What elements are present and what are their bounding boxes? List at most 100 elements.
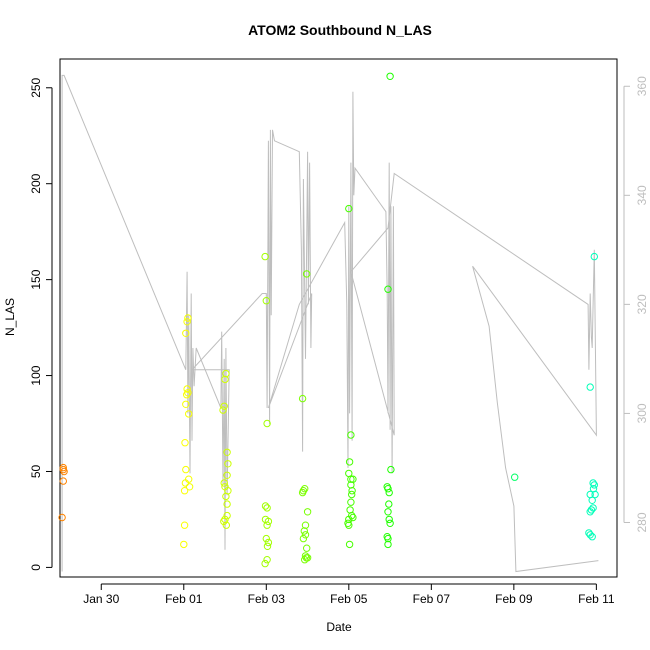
data-point (384, 508, 392, 516)
data-point (301, 485, 309, 493)
data-point (223, 511, 231, 520)
x-tick-label: Feb 05 (330, 592, 368, 606)
data-point (303, 270, 311, 278)
data-point (300, 527, 308, 535)
series-line (61, 74, 599, 573)
plot-frame (59, 58, 618, 578)
data-point (185, 475, 193, 483)
data-point (345, 540, 354, 549)
right-tick-label: 280 (635, 512, 649, 532)
data-point (386, 519, 394, 527)
data-point (185, 483, 194, 491)
x-tick-label: Feb 01 (165, 592, 203, 606)
y-tick-label: 50 (29, 464, 43, 478)
data-point (222, 369, 230, 378)
data-point (301, 531, 310, 539)
y-tick-label: 0 (29, 564, 43, 571)
data-point (262, 297, 270, 305)
data-point (347, 498, 355, 506)
data-point (299, 534, 308, 543)
data-point (586, 508, 594, 516)
data-point (385, 515, 393, 524)
data-point (589, 479, 597, 487)
data-point (263, 419, 271, 428)
data-point (219, 406, 227, 414)
data-point (345, 521, 353, 529)
x-tick-label: Feb 09 (495, 592, 533, 606)
data-points (58, 72, 599, 568)
data-point (347, 431, 355, 439)
data-point (588, 496, 596, 504)
data-point (384, 485, 392, 493)
x-tick-label: Feb 11 (578, 592, 615, 606)
right-tick-label: 300 (635, 403, 649, 423)
data-point (261, 559, 269, 568)
data-point (223, 500, 231, 508)
data-point (180, 540, 188, 549)
data-point (223, 471, 231, 479)
data-point (587, 506, 596, 514)
chart-title: ATOM2 Southbound N_LAS (248, 22, 432, 38)
data-point (263, 542, 272, 550)
data-point (264, 517, 273, 526)
data-point (299, 487, 308, 495)
data-point (586, 531, 594, 539)
data-point (345, 458, 354, 466)
y-axis: 0 50 100 150 200 250 (29, 77, 53, 571)
data-point (222, 521, 231, 529)
data-point (301, 556, 309, 564)
data-point (181, 439, 189, 447)
data-point (384, 285, 392, 293)
y-tick-label: 100 (29, 365, 43, 385)
right-tick-label: 320 (635, 294, 649, 314)
data-point (183, 318, 191, 326)
right-tick-label: 340 (635, 185, 649, 205)
x-axis-label: Date (326, 620, 352, 634)
y-tick-label: 200 (29, 173, 43, 193)
data-point (345, 515, 353, 524)
data-point (60, 467, 68, 476)
y-axis-label: N_LAS (3, 298, 17, 336)
data-point (59, 463, 67, 472)
data-point (345, 204, 353, 213)
data-point (384, 534, 392, 543)
data-point (261, 252, 269, 261)
data-point (58, 513, 66, 522)
data-point (183, 385, 191, 393)
data-point (221, 375, 229, 384)
x-tick-label: Feb 03 (248, 592, 286, 606)
data-point (180, 487, 189, 495)
data-point (262, 534, 270, 543)
data-point (348, 490, 356, 499)
data-point (590, 481, 598, 489)
data-point (224, 460, 232, 468)
data-point (511, 473, 519, 481)
data-point (303, 544, 311, 552)
data-point (385, 488, 393, 497)
data-point (183, 391, 191, 399)
data-point (588, 533, 596, 541)
data-point (264, 538, 273, 547)
data-point (224, 487, 232, 495)
data-point (387, 465, 395, 474)
x-tick-label: Jan 30 (83, 592, 119, 606)
data-point (347, 475, 355, 483)
data-point (261, 502, 270, 510)
data-point (182, 465, 190, 474)
data-point (263, 556, 271, 564)
data-point (301, 521, 310, 529)
data-point (185, 410, 193, 418)
data-point (59, 477, 67, 485)
x-tick-label: Feb 07 (413, 592, 451, 606)
data-point (384, 540, 392, 549)
data-point (263, 521, 271, 529)
data-point (349, 513, 357, 522)
data-point (220, 517, 228, 526)
data-point (298, 394, 307, 403)
data-point (591, 490, 599, 499)
data-point (184, 314, 192, 322)
data-point (348, 487, 356, 495)
data-point (182, 400, 190, 408)
y-tick-label: 250 (29, 77, 43, 97)
